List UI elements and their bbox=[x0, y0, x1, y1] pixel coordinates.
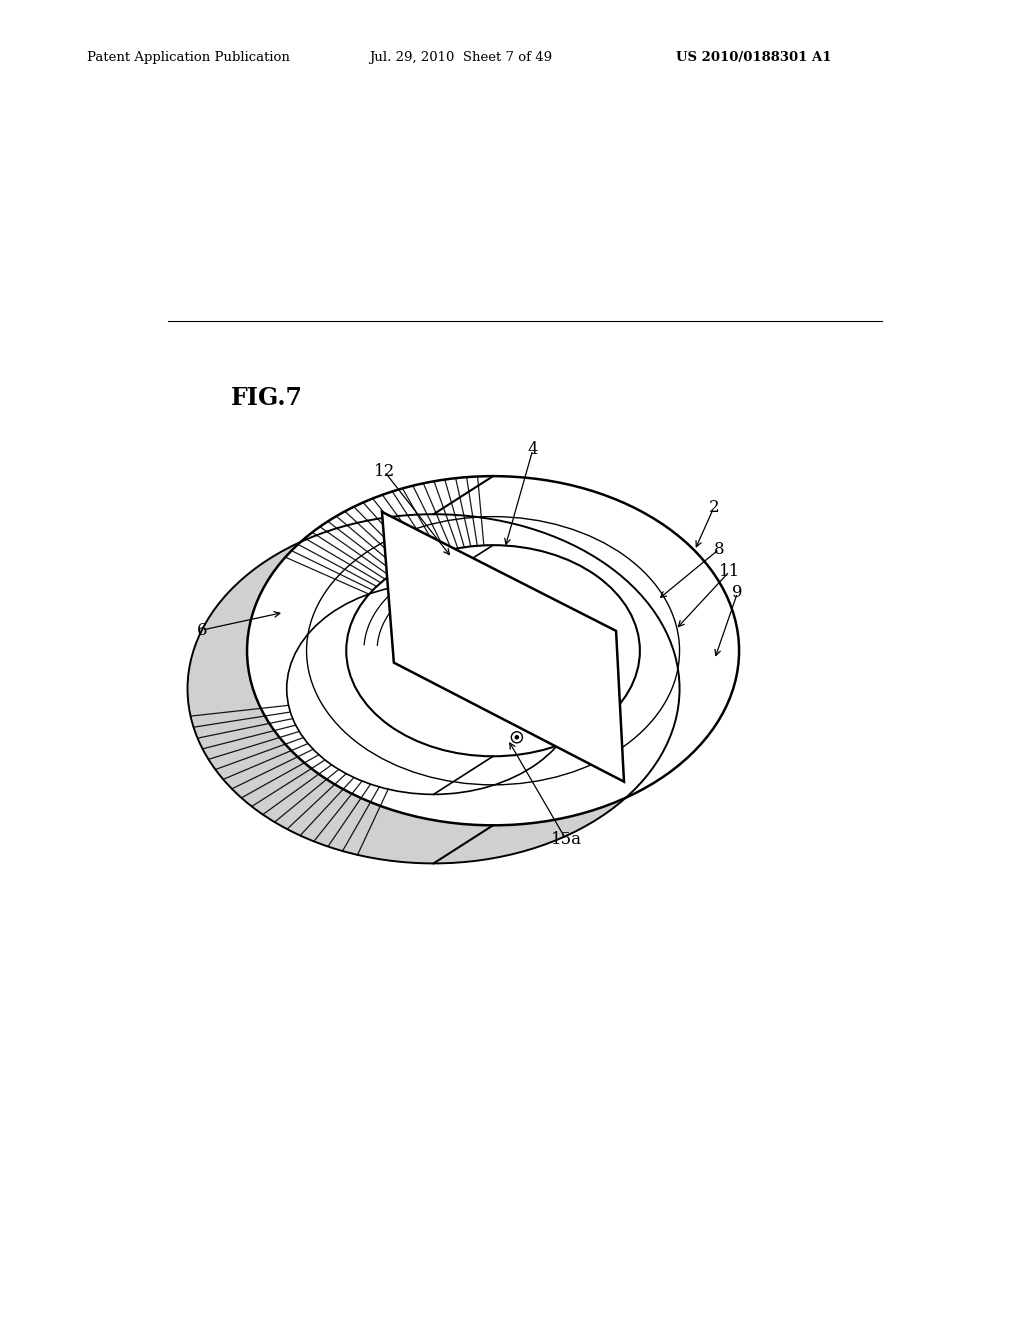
Ellipse shape bbox=[346, 545, 640, 756]
Text: 12: 12 bbox=[374, 463, 395, 480]
Ellipse shape bbox=[306, 516, 680, 785]
Text: 8: 8 bbox=[714, 541, 725, 557]
Text: Jul. 29, 2010  Sheet 7 of 49: Jul. 29, 2010 Sheet 7 of 49 bbox=[369, 50, 552, 63]
Text: 4: 4 bbox=[527, 441, 538, 458]
Text: 15a: 15a bbox=[551, 832, 582, 849]
Ellipse shape bbox=[187, 515, 680, 863]
Ellipse shape bbox=[247, 477, 739, 825]
Text: 9: 9 bbox=[732, 585, 742, 602]
Ellipse shape bbox=[329, 532, 657, 768]
Ellipse shape bbox=[338, 540, 648, 762]
Text: FIG.7: FIG.7 bbox=[231, 385, 303, 409]
Text: 2: 2 bbox=[709, 499, 719, 516]
Text: Patent Application Publication: Patent Application Publication bbox=[87, 50, 290, 63]
Text: US 2010/0188301 A1: US 2010/0188301 A1 bbox=[676, 50, 831, 63]
Text: 11: 11 bbox=[719, 562, 740, 579]
Text: 6: 6 bbox=[197, 622, 207, 639]
Polygon shape bbox=[382, 512, 624, 781]
Ellipse shape bbox=[287, 583, 581, 795]
Circle shape bbox=[515, 735, 518, 739]
Polygon shape bbox=[187, 651, 739, 863]
Ellipse shape bbox=[318, 525, 668, 776]
Polygon shape bbox=[187, 477, 739, 689]
Ellipse shape bbox=[346, 545, 640, 756]
Polygon shape bbox=[287, 651, 640, 795]
